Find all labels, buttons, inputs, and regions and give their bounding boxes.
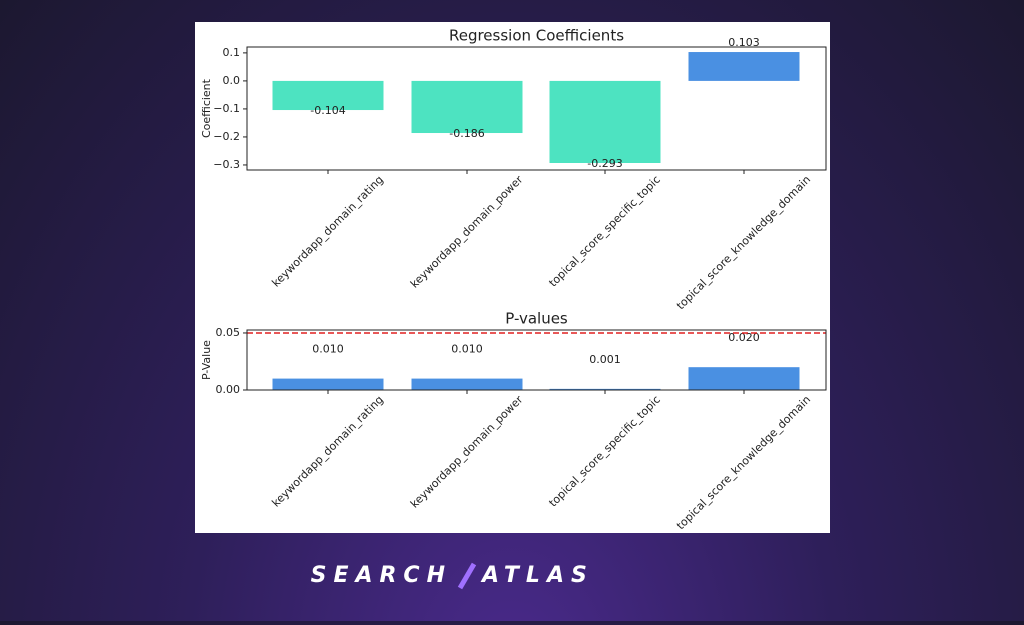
chart-title: Regression Coefficients [449, 27, 624, 45]
axes-frame [246, 329, 827, 391]
chart-title: P-values [505, 310, 568, 328]
y-axis-label: P-Value [200, 340, 213, 380]
y-tick-label: 0.05 [216, 326, 241, 339]
bar [411, 378, 523, 390]
value-label: 0.103 [728, 36, 760, 49]
value-label: 0.020 [728, 331, 760, 344]
value-label: -0.186 [449, 127, 484, 140]
bar [688, 52, 800, 81]
bar [549, 388, 661, 390]
bar [272, 378, 384, 390]
bar [688, 367, 800, 390]
y-tick-label: 0.0 [223, 74, 241, 87]
value-label: 0.001 [589, 353, 621, 366]
y-tick-label: −0.2 [213, 130, 240, 143]
bar [411, 80, 523, 134]
brand-word: SEARCH [311, 563, 452, 588]
brand-slash [457, 562, 477, 590]
y-tick-label: 0.1 [223, 46, 241, 59]
y-tick-label: −0.1 [213, 102, 240, 115]
bar [272, 80, 384, 111]
y-tick-label: 0.00 [216, 383, 241, 396]
value-label: 0.010 [451, 343, 483, 356]
y-tick-label: −0.3 [213, 158, 240, 171]
y-axis-label: Coefficient [200, 78, 213, 138]
value-label: -0.293 [587, 157, 622, 170]
value-label: -0.104 [310, 104, 345, 117]
brand-word: ATLAS [480, 563, 594, 588]
axes-frame [246, 46, 827, 171]
bar [549, 80, 661, 163]
value-label: 0.010 [312, 343, 344, 356]
